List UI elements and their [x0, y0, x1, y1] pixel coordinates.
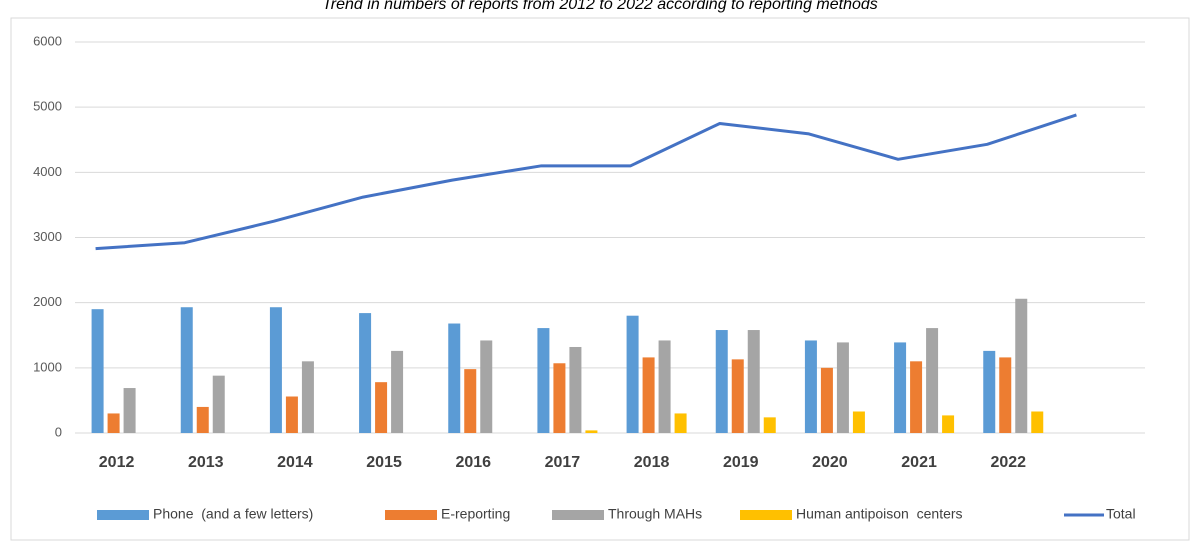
- x-tick-label: 2016: [455, 454, 491, 471]
- legend-label: E-reporting: [441, 506, 510, 522]
- legend-label: Human antipoison centers: [796, 506, 963, 522]
- bar: [820, 367, 833, 433]
- legend-label: Phone (and a few letters): [153, 506, 313, 522]
- bar: [926, 328, 939, 433]
- x-tick-label: 2015: [366, 454, 402, 471]
- bar: [585, 430, 598, 433]
- x-tick-label: 2021: [901, 454, 937, 471]
- bar: [301, 361, 314, 433]
- bar: [804, 340, 817, 433]
- bar: [537, 328, 550, 433]
- bar: [569, 346, 582, 433]
- bar: [731, 359, 744, 433]
- y-tick-label: 4000: [33, 164, 62, 179]
- legend-label: Through MAHs: [608, 506, 702, 522]
- x-tick-label: 2013: [188, 454, 224, 471]
- bar: [658, 340, 671, 433]
- y-tick-label: 3000: [33, 229, 62, 244]
- legend-swatch: [740, 510, 792, 520]
- legend-swatch: [97, 510, 149, 520]
- bar: [553, 363, 566, 433]
- bar: [674, 413, 687, 433]
- x-tick-label: 2020: [812, 454, 848, 471]
- bar: [196, 406, 209, 433]
- y-tick-label: 0: [55, 424, 62, 439]
- legend-swatch: [385, 510, 437, 520]
- y-tick-label: 1000: [33, 359, 62, 374]
- bar: [480, 340, 493, 433]
- legend-label: Total: [1106, 506, 1136, 522]
- x-tick-label: 2014: [277, 454, 313, 471]
- x-tick-label: 2019: [723, 454, 759, 471]
- bar: [910, 361, 923, 433]
- bar: [942, 415, 955, 433]
- bar: [1031, 411, 1044, 433]
- x-tick-label: 2018: [634, 454, 670, 471]
- chart-title: Trend in numbers of reports from 2012 to…: [322, 0, 878, 13]
- bar: [448, 323, 461, 433]
- bar: [180, 307, 193, 433]
- bar: [464, 369, 477, 433]
- bar: [894, 342, 907, 433]
- y-tick-label: 2000: [33, 294, 62, 309]
- x-tick-label: 2012: [99, 454, 135, 471]
- bar: [852, 411, 865, 433]
- bar: [763, 417, 776, 433]
- y-tick-label: 6000: [33, 33, 62, 48]
- bar: [212, 375, 225, 433]
- bar: [626, 315, 639, 433]
- bar: [359, 313, 372, 433]
- line: [95, 113, 1077, 251]
- bar: [91, 309, 104, 433]
- y-tick-label: 5000: [33, 99, 62, 114]
- bar: [1015, 298, 1028, 433]
- bar: [747, 330, 760, 433]
- bar: [836, 342, 849, 433]
- bar: [269, 307, 282, 433]
- chart-border: [10, 17, 1190, 541]
- legend-swatch: [552, 510, 604, 520]
- bar: [123, 388, 136, 433]
- bar: [391, 350, 404, 433]
- bar: [285, 396, 298, 433]
- x-tick-label: 2017: [545, 454, 581, 471]
- bar: [375, 382, 388, 433]
- bar: [642, 357, 655, 433]
- bar: [107, 413, 120, 433]
- bar: [999, 357, 1012, 433]
- bar: [715, 330, 728, 433]
- x-tick-label: 2022: [990, 454, 1026, 471]
- bar: [983, 350, 996, 433]
